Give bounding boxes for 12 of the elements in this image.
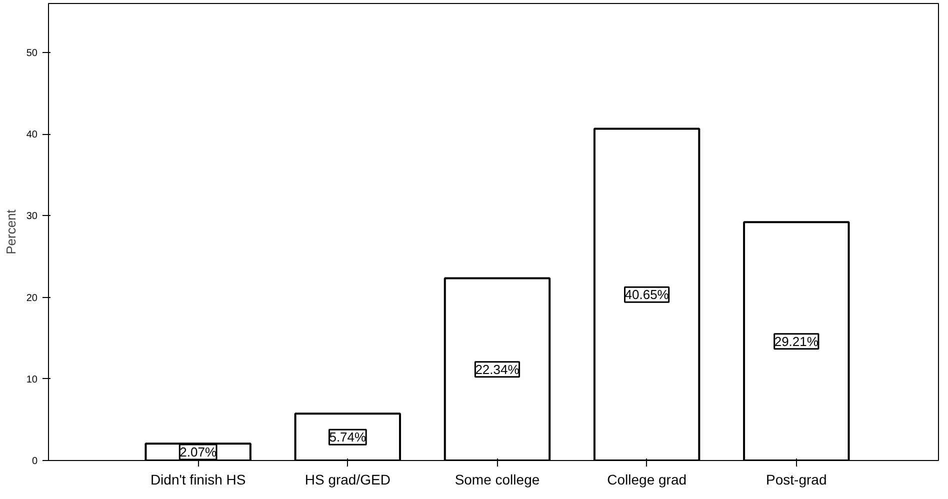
y-tick-label: 10 bbox=[26, 374, 38, 386]
y-tick-label: 50 bbox=[26, 48, 38, 59]
y-tick-label: 0 bbox=[32, 456, 38, 467]
x-tick-label: Post-grad bbox=[766, 472, 827, 488]
y-tick-label: 30 bbox=[26, 211, 38, 222]
x-tick-label: Didn't finish HS bbox=[150, 472, 246, 488]
y-tick-label: 20 bbox=[26, 292, 38, 304]
y-axis-title: Percent bbox=[3, 209, 18, 254]
x-tick-label: HS grad/GED bbox=[304, 472, 390, 488]
y-tick-label: 40 bbox=[26, 130, 38, 141]
x-tick-label: College grad bbox=[607, 472, 687, 488]
x-tick-label: Some college bbox=[454, 472, 540, 488]
